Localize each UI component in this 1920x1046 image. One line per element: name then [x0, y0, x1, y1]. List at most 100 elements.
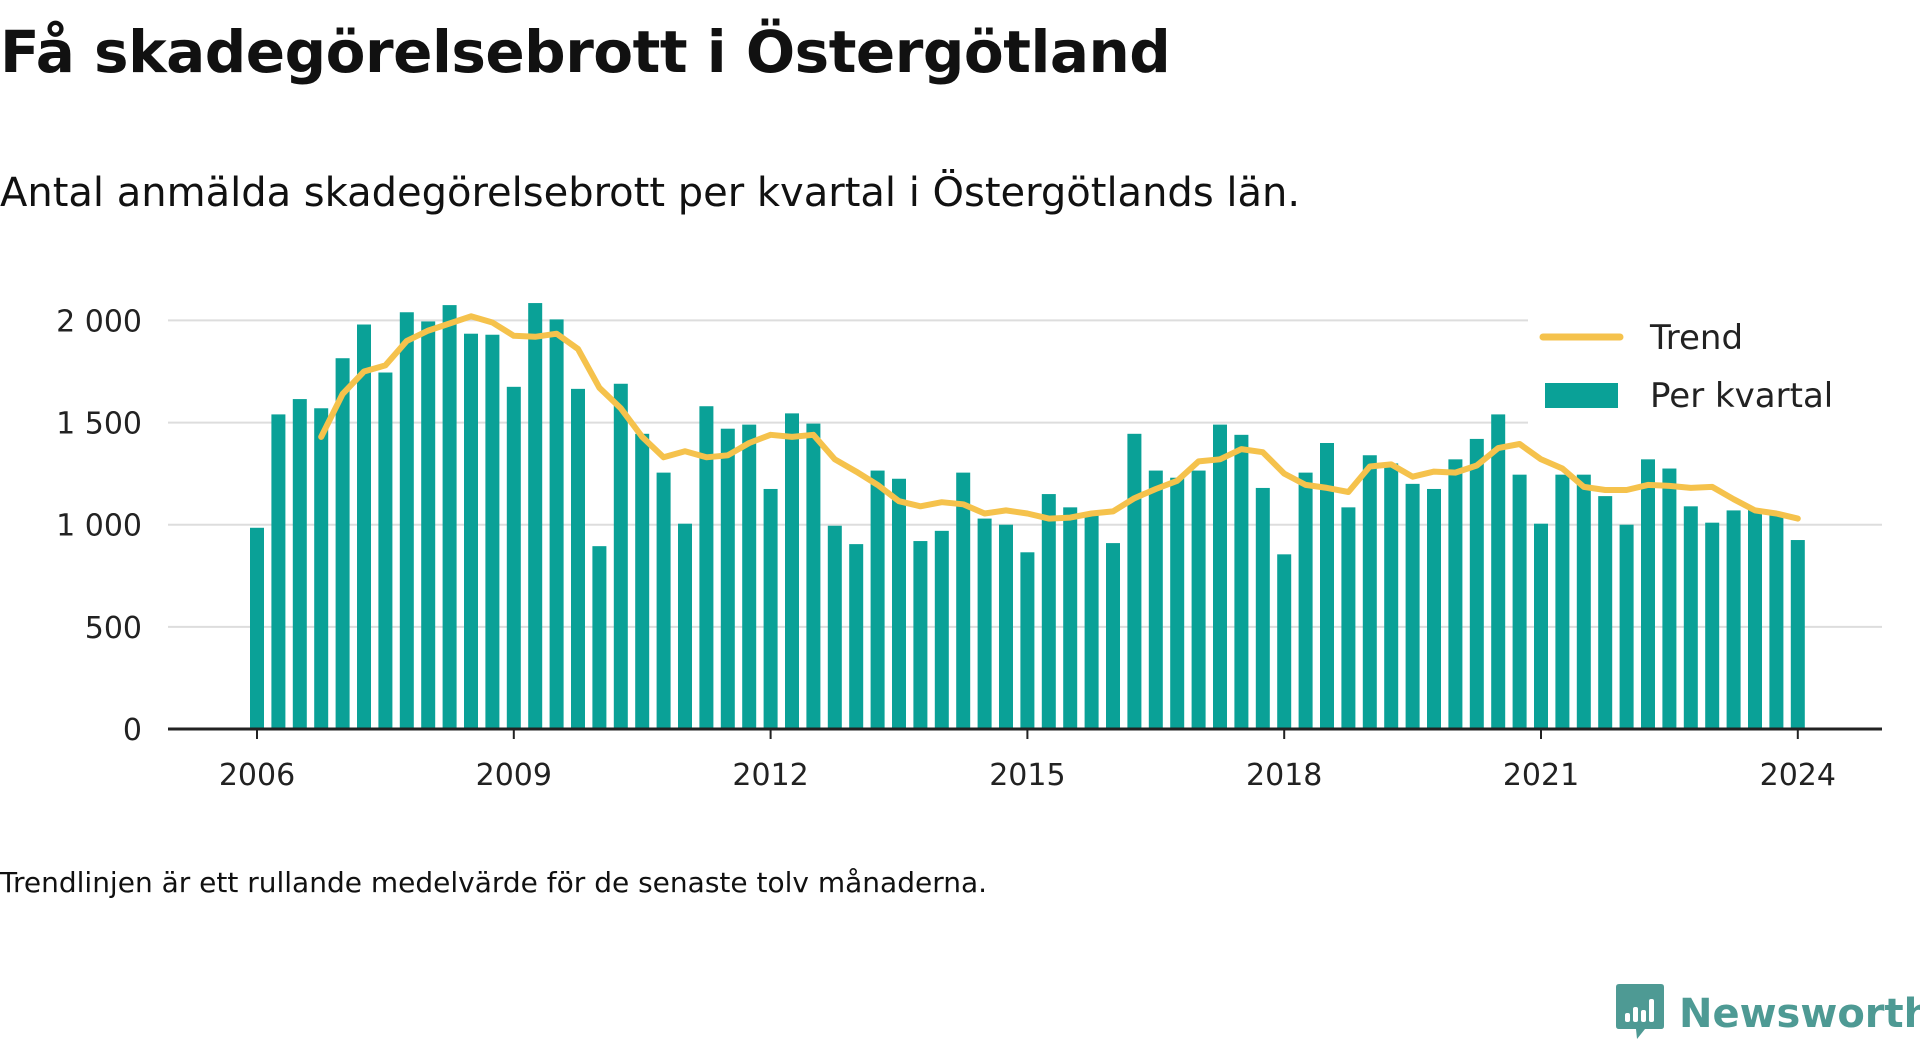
bar — [1683, 506, 1698, 729]
bar — [1234, 434, 1249, 729]
bar — [1448, 459, 1463, 729]
bar — [1662, 468, 1677, 729]
bar — [399, 312, 414, 729]
bar — [357, 324, 371, 729]
y-tick-label: 0 — [123, 713, 142, 748]
bar — [1748, 509, 1762, 729]
chart-area: 0 500 1 000 1 500 2 000 2006 2009 2012 2015 2018 2… — [56, 303, 1888, 793]
footnote: Trendlinjen är ett rullande medelvärde f… — [0, 866, 988, 899]
bar — [892, 478, 906, 729]
legend-trend-label: Trend — [1649, 318, 1743, 358]
bar — [271, 414, 286, 729]
bar — [1341, 507, 1356, 729]
x-tick-label: 2006 — [219, 758, 295, 793]
bar — [806, 423, 821, 729]
bar — [442, 305, 457, 729]
bar — [1148, 470, 1163, 729]
bar — [1405, 483, 1420, 729]
bar — [1641, 459, 1655, 729]
bar — [977, 518, 992, 729]
bar — [678, 523, 692, 729]
bar — [913, 541, 928, 729]
x-tick-label: 2009 — [476, 758, 552, 793]
brand-name: Newsworthy — [1679, 991, 1920, 1037]
bar — [250, 527, 264, 729]
bar — [1298, 472, 1313, 729]
bar — [1320, 443, 1334, 729]
x-tick-label: 2015 — [989, 758, 1065, 793]
bar — [485, 334, 500, 729]
brand[interactable]: Newsworthy — [1615, 982, 1920, 1046]
bar — [956, 472, 971, 729]
bar — [592, 546, 607, 729]
chart-subtitle: Antal anmälda skadegörelsebrott per kvar… — [0, 170, 1301, 216]
bar — [1512, 474, 1527, 729]
bar — [635, 433, 650, 729]
bar — [1469, 438, 1484, 729]
bar — [1084, 514, 1099, 729]
bar — [1534, 523, 1548, 729]
y-tick-label: 1 000 — [56, 509, 142, 544]
bar — [1213, 424, 1227, 729]
y-tick-label: 2 000 — [56, 304, 142, 339]
bar — [613, 383, 628, 729]
bar — [1790, 540, 1805, 729]
bar — [1619, 524, 1634, 729]
x-tick-label: 2021 — [1503, 758, 1579, 793]
bars-series — [250, 303, 1805, 729]
legend: Trend Per kvartal — [1528, 308, 1888, 428]
bar — [1191, 470, 1206, 729]
bar — [1555, 474, 1570, 729]
legend-bars-label: Per kvartal — [1650, 376, 1833, 416]
bar — [1255, 487, 1270, 729]
bar — [999, 524, 1013, 729]
bar — [1598, 496, 1613, 729]
bar — [763, 488, 778, 729]
y-tick-label: 1 500 — [56, 407, 142, 442]
bar — [1362, 455, 1377, 729]
bar — [421, 321, 436, 729]
bar — [571, 388, 585, 729]
bar — [656, 472, 671, 729]
bar — [1277, 554, 1292, 729]
bar — [1063, 507, 1078, 729]
bar — [1491, 414, 1506, 729]
bar — [528, 303, 543, 729]
x-tick-label: 2018 — [1246, 758, 1322, 793]
y-tick-label: 500 — [85, 611, 142, 646]
axes: 0 500 1 000 1 500 2 000 2006 2009 2012 2015 2018 2… — [56, 304, 1882, 793]
trend-line — [318, 313, 1801, 522]
x-tick-label: 2012 — [732, 758, 808, 793]
bar — [1384, 463, 1399, 729]
legend-bars-swatch — [1545, 383, 1618, 408]
bar — [1020, 552, 1035, 729]
bar — [1106, 543, 1120, 729]
bar — [934, 530, 949, 729]
bar — [1726, 510, 1741, 729]
bar — [742, 424, 757, 729]
bar — [1705, 522, 1720, 729]
bar — [1769, 515, 1784, 729]
bar — [720, 428, 735, 729]
chart-title: Få skadegörelsebrott i Östergötland — [0, 18, 1171, 86]
bar — [1576, 474, 1591, 729]
bar — [699, 406, 714, 729]
bar — [785, 413, 799, 729]
bar — [827, 525, 842, 729]
bar — [549, 319, 564, 729]
bar — [314, 408, 329, 729]
bar — [464, 333, 478, 729]
bar — [870, 470, 885, 729]
bar — [292, 399, 307, 729]
bar — [378, 372, 393, 729]
bar — [1127, 433, 1142, 729]
bar — [1041, 494, 1056, 729]
trend-series — [318, 313, 1801, 522]
bar — [506, 386, 521, 729]
bar — [1170, 477, 1185, 729]
x-tick-label: 2024 — [1760, 758, 1836, 793]
newsworthy-logo-icon — [1615, 982, 1665, 1046]
bar — [1427, 488, 1441, 729]
bar — [849, 544, 864, 729]
bar — [335, 358, 350, 729]
